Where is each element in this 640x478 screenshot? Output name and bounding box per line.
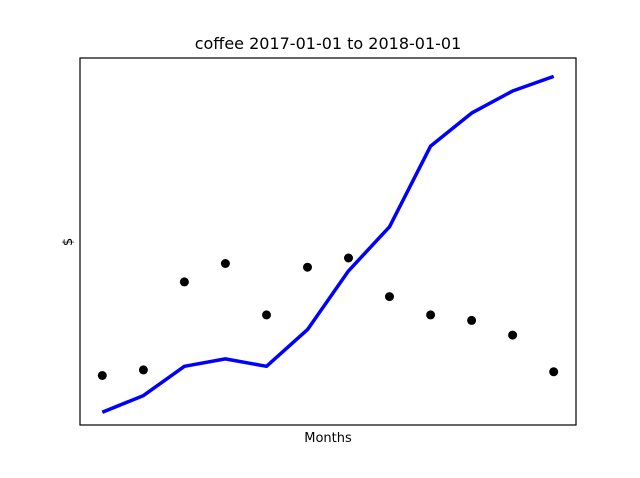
data-point	[220, 259, 230, 268]
y-axis-label: $	[61, 238, 76, 246]
data-point	[179, 277, 189, 287]
series-layer	[97, 74, 559, 414]
plot-area	[79, 57, 577, 426]
data-point	[138, 365, 148, 375]
data-point	[262, 310, 271, 320]
data-point	[467, 315, 477, 325]
data-point	[97, 371, 107, 380]
x-axis-label: Months	[304, 431, 352, 446]
data-point	[385, 292, 394, 302]
data-point	[549, 367, 559, 377]
chart-title: coffee 2017-01-01 to 2018-01-01	[195, 34, 462, 53]
data-point	[426, 310, 436, 320]
data-point	[344, 253, 353, 263]
data-point	[508, 330, 518, 340]
series-line	[101, 74, 555, 414]
data-point	[303, 262, 312, 272]
